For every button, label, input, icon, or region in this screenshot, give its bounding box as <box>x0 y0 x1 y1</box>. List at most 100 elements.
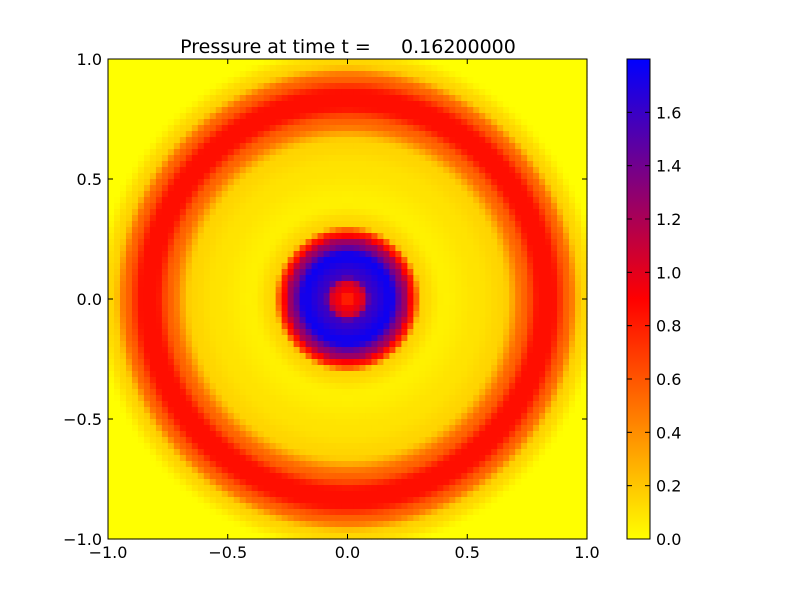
heatmap-cell <box>401 383 408 390</box>
heatmap-cell <box>347 179 355 186</box>
heatmap-cell <box>449 71 456 78</box>
heatmap-cell <box>191 227 199 234</box>
heatmap-cell <box>293 413 301 420</box>
heatmap-cell <box>419 251 426 258</box>
heatmap-cell <box>293 173 301 180</box>
heatmap-cell <box>473 263 480 270</box>
heatmap-cell <box>551 335 558 342</box>
heatmap-cell <box>527 371 534 378</box>
heatmap-cell <box>455 131 462 138</box>
heatmap-cell <box>311 101 319 108</box>
heatmap-cell <box>239 239 247 246</box>
heatmap-cell <box>383 119 391 126</box>
heatmap-cell <box>335 209 343 216</box>
heatmap-cell <box>173 215 181 222</box>
heatmap-cell <box>257 311 265 318</box>
heatmap-cell <box>545 389 552 396</box>
heatmap-cell <box>239 191 247 198</box>
heatmap-cell <box>563 335 570 342</box>
heatmap-cell <box>125 125 133 132</box>
heatmap-cell <box>479 251 486 258</box>
heatmap-cell <box>395 131 402 138</box>
heatmap-cell <box>125 311 133 318</box>
heatmap-cell <box>239 221 247 228</box>
heatmap-cell <box>419 365 426 372</box>
heatmap-cell <box>125 329 133 336</box>
heatmap-cell <box>239 131 247 138</box>
heatmap-cell <box>167 119 175 126</box>
heatmap-cell <box>281 119 289 126</box>
heatmap-cell <box>563 347 570 354</box>
heatmap-cell <box>275 59 283 66</box>
heatmap-cell <box>275 71 283 78</box>
heatmap-cell <box>413 365 420 372</box>
heatmap-cell <box>509 155 516 162</box>
heatmap-cell <box>551 149 558 156</box>
heatmap-cell <box>293 419 301 426</box>
chart-title: Pressure at time t = 0.16200000 <box>180 36 516 58</box>
heatmap-cell <box>455 101 462 108</box>
heatmap-cell <box>401 239 408 246</box>
heatmap-cell <box>389 185 396 192</box>
heatmap-cell <box>467 251 474 258</box>
heatmap-cell <box>108 395 115 402</box>
heatmap-cell <box>353 263 361 270</box>
heatmap-cell <box>407 143 414 150</box>
heatmap-cell <box>119 239 127 246</box>
heatmap-cell <box>323 323 331 330</box>
heatmap-cell <box>485 221 492 228</box>
heatmap-cell <box>131 89 139 96</box>
heatmap-cell <box>179 263 187 270</box>
heatmap-cell <box>347 293 355 300</box>
heatmap-cell <box>545 287 552 294</box>
heatmap-cell <box>407 293 414 300</box>
heatmap-cell <box>341 305 349 312</box>
heatmap-cell <box>251 407 259 414</box>
heatmap-cell <box>215 359 223 366</box>
heatmap-cell <box>383 161 391 168</box>
heatmap-cell <box>317 89 325 96</box>
heatmap-cell <box>305 143 313 150</box>
heatmap-cell <box>155 185 163 192</box>
heatmap-cell <box>449 119 456 126</box>
heatmap-cell <box>335 71 343 78</box>
heatmap-cell <box>575 173 582 180</box>
heatmap-cell <box>269 185 277 192</box>
heatmap-cell <box>281 77 289 84</box>
heatmap-cell <box>233 353 241 360</box>
heatmap-cell <box>395 137 402 144</box>
heatmap-cell <box>467 377 474 384</box>
heatmap-cell <box>581 263 588 270</box>
heatmap-cell <box>215 263 223 270</box>
heatmap-cell <box>407 197 414 204</box>
heatmap-cell <box>233 131 241 138</box>
heatmap-cell <box>581 101 588 108</box>
heatmap-cell <box>155 329 163 336</box>
heatmap-cell <box>173 365 181 372</box>
heatmap-cell <box>383 407 391 414</box>
heatmap-cell <box>131 185 139 192</box>
heatmap-cell <box>371 413 379 420</box>
heatmap-cell <box>221 131 229 138</box>
heatmap-cell <box>341 347 349 354</box>
heatmap-cell <box>233 377 241 384</box>
heatmap-cell <box>353 107 361 114</box>
heatmap-cell <box>179 245 187 252</box>
heatmap-cell <box>149 167 157 174</box>
heatmap-cell <box>131 197 139 204</box>
heatmap-cell <box>155 395 163 402</box>
heatmap-cell <box>161 347 169 354</box>
heatmap-cell <box>149 107 157 114</box>
heatmap-cell <box>299 419 307 426</box>
heatmap-cell <box>173 329 181 336</box>
heatmap-cell <box>491 287 498 294</box>
heatmap-cell <box>389 65 396 72</box>
heatmap-cell <box>191 215 199 222</box>
heatmap-cell <box>299 101 307 108</box>
heatmap-cell <box>377 89 385 96</box>
heatmap-cell <box>437 59 444 66</box>
heatmap-cell <box>233 341 241 348</box>
heatmap-cell <box>359 353 367 360</box>
heatmap-cell <box>479 65 486 72</box>
heatmap-cell <box>275 341 283 348</box>
